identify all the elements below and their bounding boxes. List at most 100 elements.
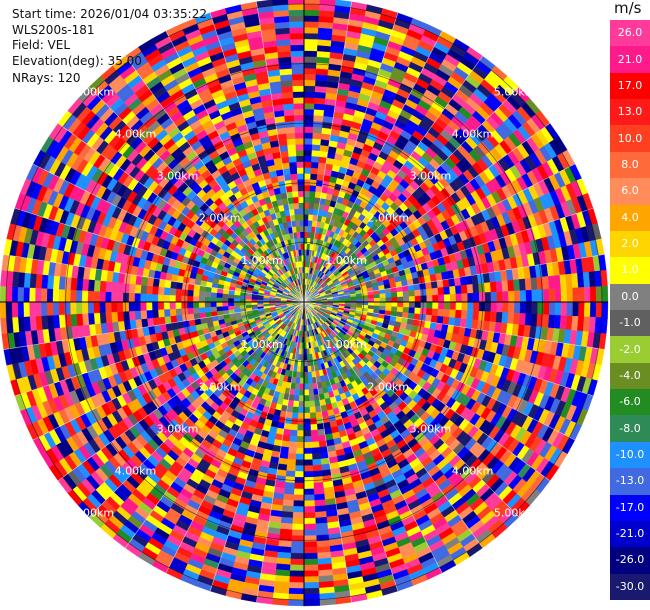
velocity-cell (23, 301, 30, 317)
velocity-cell (518, 313, 526, 326)
velocity-cell (289, 435, 298, 443)
velocity-cell (286, 464, 296, 472)
velocity-cell (29, 301, 36, 317)
velocity-cell (495, 281, 503, 293)
velocity-cell (303, 38, 318, 46)
velocity-cell (157, 301, 165, 310)
velocity-cell (309, 196, 316, 204)
velocity-cell (303, 424, 311, 431)
velocity-cell (87, 279, 95, 292)
velocity-cell (290, 541, 305, 548)
velocity-cell (186, 295, 194, 303)
velocity-cell (303, 231, 308, 238)
velocity-cell (420, 295, 427, 303)
velocity-cell (313, 493, 325, 501)
velocity-cell (280, 516, 293, 524)
velocity-cell (58, 288, 65, 303)
velocity-cell (460, 310, 468, 320)
velocity-cell (70, 289, 77, 303)
velocity-cell (294, 482, 305, 490)
velocity-cell (303, 196, 310, 203)
velocity-cell (0, 301, 7, 319)
velocity-cell (283, 423, 292, 431)
velocity-cell (303, 208, 310, 215)
velocity-cell (58, 314, 66, 328)
velocity-cell (303, 366, 308, 373)
velocity-cell (283, 493, 295, 501)
velocity-cell (425, 308, 433, 316)
velocity-cell (311, 150, 321, 157)
velocity-cell (303, 184, 311, 192)
velocity-cell (117, 282, 124, 293)
velocity-cell (210, 292, 217, 298)
velocity-cell (303, 50, 318, 57)
velocity-cell (5, 301, 13, 318)
velocity-cell (367, 294, 375, 299)
velocity-cell (303, 138, 313, 145)
velocity-cell (82, 278, 90, 291)
velocity-cell (187, 307, 194, 315)
velocity-cell (303, 167, 312, 174)
velocity-cell (490, 291, 498, 303)
velocity-cell (293, 488, 305, 496)
velocity-cell (432, 301, 439, 310)
velocity-cell (46, 288, 54, 303)
velocity-cell (11, 286, 19, 303)
velocity-cell (151, 293, 159, 303)
velocity-cell (87, 301, 94, 314)
velocity-cell (294, 471, 305, 478)
velocity-cell (461, 293, 468, 303)
velocity-cell (93, 312, 101, 325)
velocity-cell (303, 599, 321, 607)
velocity-cell (449, 301, 457, 311)
velocity-cell (303, 56, 318, 63)
velocity-cell (484, 311, 491, 322)
velocity-cell (40, 301, 48, 316)
velocity-cell (175, 314, 183, 323)
velocity-cell (385, 297, 392, 303)
velocity-cell (192, 307, 200, 314)
velocity-cell (34, 287, 42, 303)
velocity-cell (595, 286, 603, 303)
velocity-cell (299, 383, 305, 390)
velocity-cell (549, 288, 556, 303)
velocity-cell (507, 312, 515, 325)
velocity-cell (158, 278, 166, 288)
velocity-cell (245, 304, 252, 309)
velocity-cell (294, 383, 300, 390)
velocity-cell (311, 144, 321, 151)
velocity-cell (303, 161, 312, 168)
velocity-cell (303, 523, 317, 531)
velocity-cell (436, 279, 444, 289)
velocity-cell (420, 301, 427, 309)
velocity-cell (82, 313, 90, 326)
velocity-cell (309, 412, 317, 419)
velocity-cell (508, 290, 515, 303)
velocity-cell (311, 155, 320, 163)
velocity-cell (396, 291, 404, 298)
velocity-cell (572, 301, 579, 317)
velocity-cell (314, 511, 327, 519)
velocity-cell (296, 436, 305, 443)
velocity-cell (455, 293, 462, 303)
velocity-cell (134, 292, 141, 303)
velocity-cell (93, 290, 100, 303)
velocity-cell (368, 298, 375, 303)
velocity-cell (309, 406, 316, 414)
velocity-cell (303, 32, 319, 40)
velocity-cell (303, 512, 316, 519)
velocity-cell (309, 190, 316, 198)
velocity-cell (294, 476, 305, 484)
velocity-cell (466, 310, 474, 320)
velocity-cell (308, 214, 314, 221)
velocity-cell (507, 279, 515, 292)
velocity-cell (81, 290, 89, 303)
velocity-cell (414, 301, 422, 309)
velocity-cell (496, 301, 503, 313)
velocity-cell (519, 301, 527, 314)
velocity-cell (303, 395, 310, 402)
velocity-cell (52, 288, 59, 303)
velocity-cell (284, 482, 295, 489)
velocity-cell (442, 278, 450, 288)
velocity-cell (216, 292, 223, 298)
